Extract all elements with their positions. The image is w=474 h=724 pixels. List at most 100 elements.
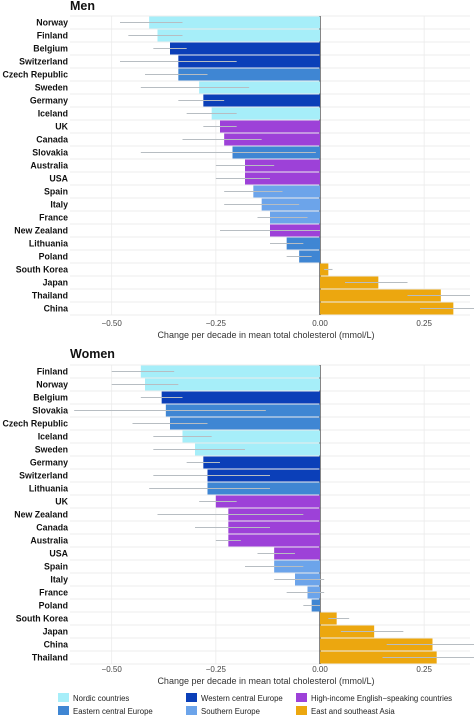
- women-gridlines: [70, 364, 470, 665]
- women-error-bars: [74, 370, 474, 659]
- men-x-tick-label: −0.25: [206, 319, 227, 328]
- women-category-label: Sweden: [35, 445, 68, 455]
- men-category-label: Czech Republic: [3, 70, 69, 80]
- men-bar: [220, 120, 320, 133]
- legend-swatch: [296, 693, 307, 702]
- legend-label: Eastern central Europe: [73, 707, 153, 716]
- men-category-label: Italy: [50, 200, 68, 210]
- men-category-label: Slovakia: [32, 148, 68, 158]
- women-bar: [170, 417, 320, 430]
- women-category-label: Czech Republic: [3, 419, 69, 429]
- men-error-bars: [120, 21, 474, 310]
- women-bar: [320, 612, 337, 625]
- men-x-tick-label: 0.25: [416, 319, 432, 328]
- women-x-ticks: −0.50 −0.25 0.00 0.25: [102, 665, 433, 674]
- men-category-label: Spain: [44, 187, 68, 197]
- men-category-labels: Norway Finland Belgium Switzerland Czech Rep…: [3, 18, 69, 314]
- men-category-label: New Zealand: [14, 226, 68, 236]
- women-category-label: Japan: [43, 627, 68, 637]
- men-category-label: Canada: [36, 135, 68, 145]
- legend-label: Nordic countries: [73, 694, 129, 703]
- women-category-label: Switzerland: [19, 471, 68, 481]
- women-category-label: New Zealand: [14, 510, 68, 520]
- men-bar: [320, 289, 441, 302]
- women-category-label: USA: [49, 549, 68, 559]
- women-category-label: Spain: [44, 562, 68, 572]
- men-category-label: Belgium: [33, 44, 68, 54]
- women-bar: [228, 521, 320, 534]
- men-category-label: Thailand: [32, 291, 68, 301]
- women-bar: [215, 495, 320, 508]
- women-category-label: Poland: [39, 601, 68, 611]
- women-x-tick-label: 0.00: [312, 665, 328, 674]
- women-x-tick-label: 0.25: [416, 665, 432, 674]
- women-category-label: UK: [55, 497, 68, 507]
- women-category-label: Thailand: [32, 653, 68, 663]
- men-category-label: Germany: [30, 96, 68, 106]
- women-category-label: Italy: [50, 575, 68, 585]
- women-bar: [140, 365, 320, 378]
- legend-swatch: [58, 693, 69, 702]
- women-bar: [274, 547, 320, 560]
- women-bars: [140, 365, 437, 664]
- men-x-axis-label: Change per decade in mean total choleste…: [157, 330, 374, 340]
- men-bar: [170, 42, 320, 55]
- men-panel: Men Norway Finland Belgium Switzerland Czech…: [3, 0, 474, 340]
- men-bar: [203, 94, 320, 107]
- women-bar: [182, 430, 320, 443]
- women-category-label: France: [39, 588, 68, 598]
- women-bar: [195, 443, 320, 456]
- women-x-tick-label: −0.50: [102, 665, 123, 674]
- legend-label: Western central Europe: [201, 694, 283, 703]
- women-category-label: Australia: [30, 536, 68, 546]
- men-bar: [320, 302, 454, 315]
- women-category-label: China: [44, 640, 69, 650]
- women-x-tick-label: −0.25: [206, 665, 227, 674]
- women-category-label: Finland: [37, 367, 68, 377]
- men-category-label: Norway: [36, 18, 68, 28]
- legend-swatch: [58, 706, 69, 715]
- women-category-label: South Korea: [16, 614, 68, 624]
- men-category-label: South Korea: [16, 265, 68, 275]
- men-bar: [211, 107, 320, 120]
- men-category-label: Australia: [30, 161, 68, 171]
- legend-swatch: [186, 693, 197, 702]
- women-panel: Women Finland Norway Belgium Slovakia Czech …: [3, 347, 474, 686]
- women-bar: [145, 378, 320, 391]
- men-bar: [224, 133, 320, 146]
- men-bar: [245, 172, 320, 185]
- men-bar: [178, 68, 320, 81]
- women-category-labels: Finland Norway Belgium Slovakia Czech Republ…: [3, 367, 69, 663]
- men-category-label: Poland: [39, 252, 68, 262]
- women-category-label: Canada: [36, 523, 68, 533]
- men-category-label: UK: [55, 122, 68, 132]
- men-category-label: Japan: [43, 278, 68, 288]
- men-category-label: China: [44, 304, 69, 314]
- men-bar: [149, 16, 320, 29]
- men-bar: [157, 29, 320, 42]
- men-bar: [199, 81, 320, 94]
- legend-label: High-income English−speaking countries: [311, 694, 452, 703]
- men-x-tick-label: 0.00: [312, 319, 328, 328]
- men-category-label: USA: [49, 174, 68, 184]
- women-bar: [203, 456, 320, 469]
- women-category-label: Belgium: [33, 393, 68, 403]
- men-bar: [245, 159, 320, 172]
- women-x-axis-label: Change per decade in mean total choleste…: [157, 676, 374, 686]
- legend-swatch: [296, 706, 307, 715]
- women-category-label: Iceland: [38, 432, 68, 442]
- women-category-label: Slovakia: [32, 406, 68, 416]
- legend-swatch: [186, 706, 197, 715]
- men-x-tick-label: −0.50: [102, 319, 123, 328]
- men-bar: [178, 55, 320, 68]
- women-category-label: Lithuania: [29, 484, 68, 494]
- men-bar: [253, 185, 320, 198]
- women-panel-title: Women: [70, 347, 115, 361]
- men-category-label: Switzerland: [19, 57, 68, 67]
- men-category-label: Lithuania: [29, 239, 68, 249]
- men-category-label: France: [39, 213, 68, 223]
- women-bar: [228, 534, 320, 547]
- legend-label: East and southeast Asia: [311, 707, 395, 716]
- men-x-ticks: −0.50 −0.25 0.00 0.25: [102, 319, 433, 328]
